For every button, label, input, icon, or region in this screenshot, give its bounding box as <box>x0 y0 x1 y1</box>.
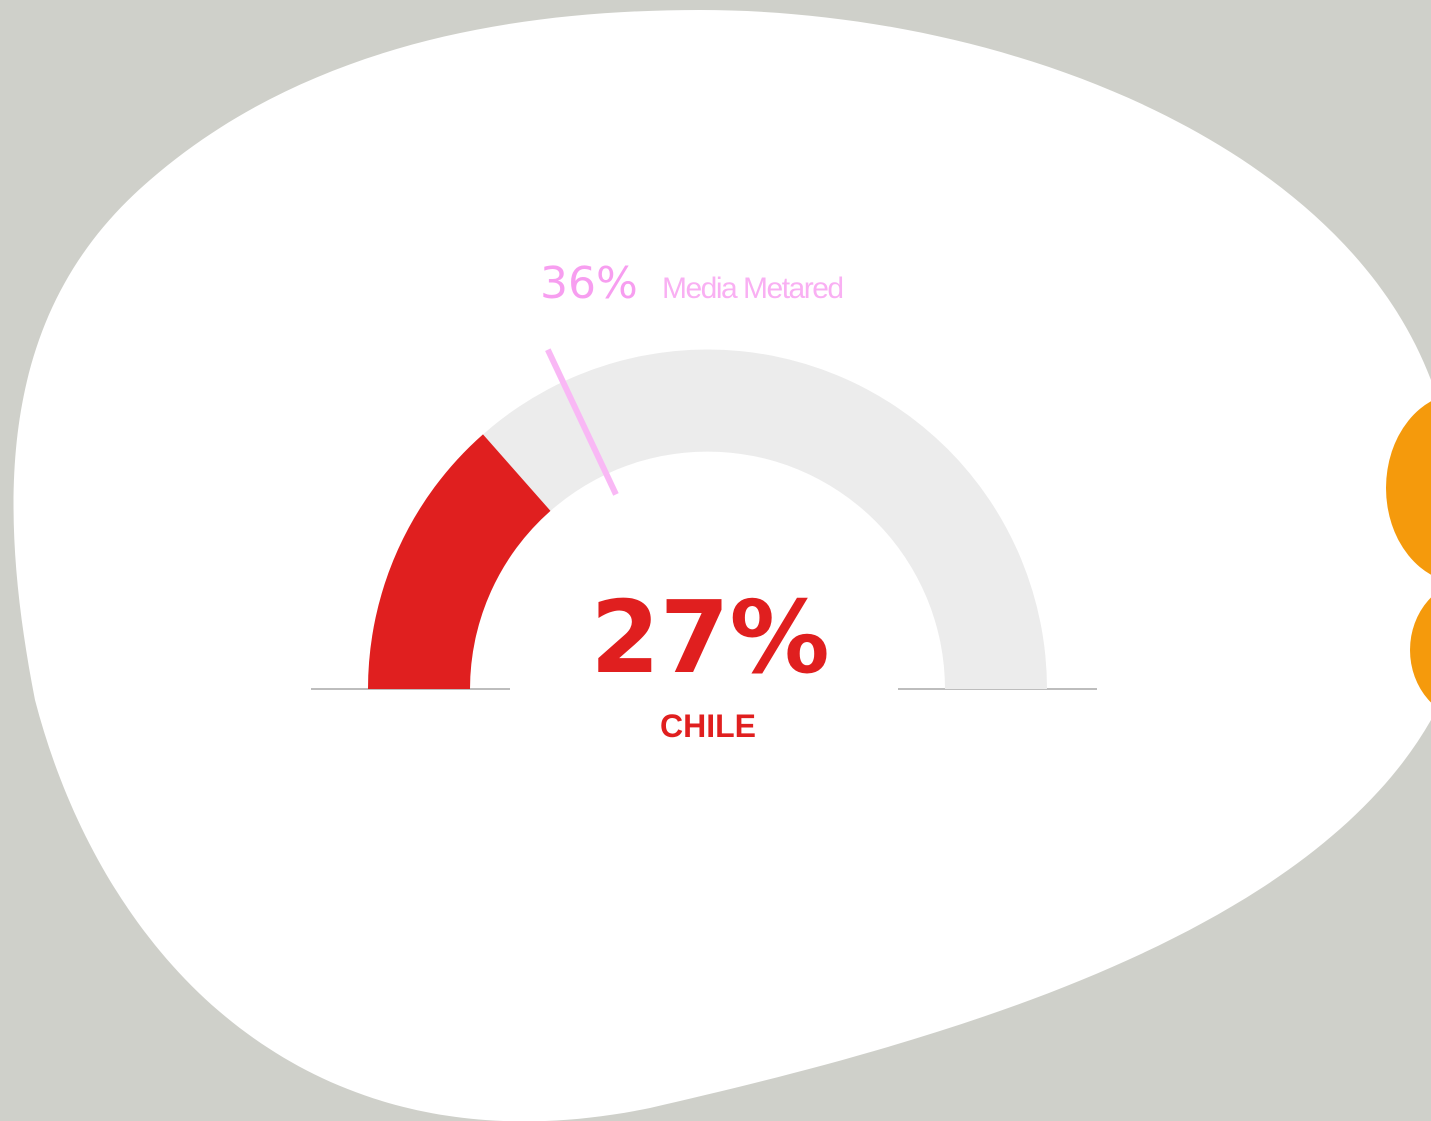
orange-blob <box>1410 597 1431 703</box>
reference-name: Media Metared <box>662 272 843 305</box>
gauge-value: 27% <box>590 579 829 696</box>
reference-value: 36% <box>540 258 638 309</box>
category-label: CHILE <box>660 708 756 744</box>
gauge-bar <box>368 434 551 689</box>
reference-marker <box>545 348 619 496</box>
blob <box>13 10 1431 1121</box>
gauge-track <box>368 349 1047 689</box>
orange-blob <box>1386 401 1431 575</box>
gauge <box>368 348 1047 689</box>
